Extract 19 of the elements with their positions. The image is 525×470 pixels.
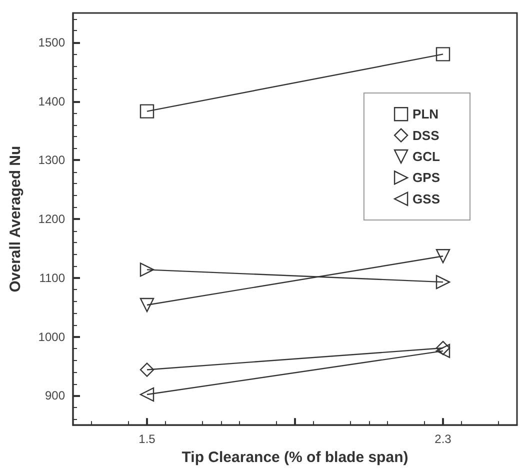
point (140, 362, 154, 377)
legend-label: DSS (412, 128, 440, 143)
legend-label: GPS (412, 170, 440, 186)
y-tick-label: 1000 (38, 330, 66, 344)
y-axis-title: Overall Averaged Nu (7, 146, 24, 292)
point (140, 104, 154, 118)
x-axis-title: Tip Clearance (% of blade span) (182, 449, 408, 466)
x-tick-label: 1.5 (138, 432, 156, 446)
y-tick-label: 1300 (38, 153, 66, 168)
legend-label: GSS (412, 191, 440, 206)
y-tick-label: 900 (44, 388, 66, 403)
y-tick-label: 1400 (38, 94, 66, 108)
legend-label: GCL (412, 149, 440, 164)
legend-label: PLN (412, 106, 439, 122)
y-tick-label: 1100 (39, 270, 66, 285)
y-tick-label: 1500 (38, 35, 66, 50)
point (436, 47, 450, 62)
y-tick-label: 1200 (38, 212, 66, 226)
x-tick-label: 2.3 (434, 432, 452, 446)
